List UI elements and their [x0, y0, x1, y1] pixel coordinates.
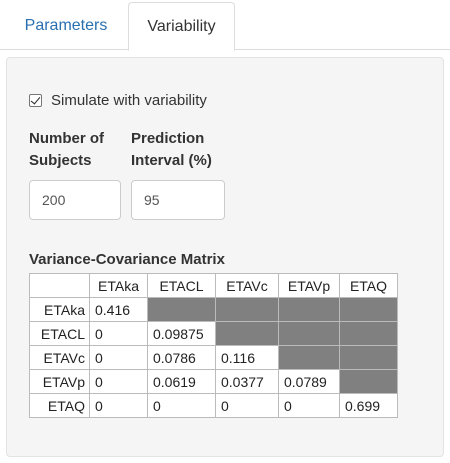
matrix-row: ETAVc 0 0.0786 0.116 [29, 345, 398, 370]
variance-covariance-matrix: ETAka ETACL ETAVc ETAVp ETAQ ETAka 0.416… [29, 273, 398, 418]
prediction-interval-label-line2: Interval (%) [131, 152, 212, 169]
matrix-cell-disabled [215, 321, 279, 346]
simulate-variability-option[interactable]: Simulate with variability [29, 90, 207, 110]
matrix-cell-disabled [215, 297, 279, 322]
simulate-variability-checkbox[interactable] [29, 93, 42, 107]
matrix-cell[interactable]: 0.0786 [147, 345, 216, 370]
matrix-row-header: ETAQ [29, 393, 90, 418]
matrix-cell-disabled [278, 297, 340, 322]
matrix-col-header: ETAVp [278, 273, 340, 298]
matrix-cell[interactable]: 0.699 [339, 393, 398, 418]
prediction-interval-label: Prediction Interval (%) [131, 128, 251, 172]
tab-variability[interactable]: Variability [128, 2, 235, 51]
matrix-cell[interactable]: 0 [89, 393, 148, 418]
matrix-cell[interactable]: 0 [215, 393, 279, 418]
matrix-row: ETACL 0 0.09875 [29, 321, 398, 346]
prediction-interval-input[interactable] [131, 180, 225, 220]
matrix-row: ETAka 0.416 [29, 297, 398, 322]
matrix-cell[interactable]: 0.09875 [147, 321, 216, 346]
matrix-row: ETAVp 0 0.0619 0.0377 0.0789 [29, 369, 398, 394]
tab-bar: Parameters Variability [0, 0, 450, 51]
matrix-col-header: ETACL [147, 273, 216, 298]
simulate-variability-label: Simulate with variability [51, 91, 207, 109]
matrix-corner-cell [29, 273, 90, 298]
subjects-input[interactable] [29, 180, 121, 220]
subjects-label-line1: Number of [29, 130, 104, 147]
matrix-cell[interactable]: 0.0789 [278, 369, 340, 394]
matrix-cell[interactable]: 0.416 [89, 297, 148, 322]
matrix-row-header: ETAVc [29, 345, 90, 370]
matrix-header-row: ETAka ETACL ETAVc ETAVp ETAQ [29, 273, 398, 298]
matrix-cell-disabled [278, 321, 340, 346]
matrix-cell[interactable]: 0.116 [215, 345, 279, 370]
tab-parameters[interactable]: Parameters [24, 17, 108, 34]
checkmark-icon [30, 93, 41, 105]
matrix-cell[interactable]: 0 [89, 345, 148, 370]
matrix-col-header: ETAVc [215, 273, 279, 298]
matrix-cell[interactable]: 0.0377 [215, 369, 279, 394]
matrix-col-header: ETAka [89, 273, 148, 298]
matrix-cell[interactable]: 0 [89, 321, 148, 346]
matrix-col-header: ETAQ [339, 273, 398, 298]
matrix-row-header: ETAka [29, 297, 90, 322]
matrix-cell-disabled [339, 297, 398, 322]
matrix-cell[interactable]: 0 [89, 369, 148, 394]
matrix-row: ETAQ 0 0 0 0 0.699 [29, 393, 398, 418]
matrix-cell-disabled [339, 321, 398, 346]
matrix-row-header: ETACL [29, 321, 90, 346]
matrix-cell-disabled [147, 297, 216, 322]
subjects-label: Number of Subjects [29, 128, 129, 172]
prediction-interval-label-line1: Prediction [131, 130, 205, 147]
matrix-row-header: ETAVp [29, 369, 90, 394]
variability-panel: Simulate with variability Number of Subj… [6, 57, 444, 457]
matrix-cell[interactable]: 0.0619 [147, 369, 216, 394]
matrix-title: Variance-Covariance Matrix [29, 251, 225, 268]
matrix-cell[interactable]: 0 [278, 393, 340, 418]
matrix-cell-disabled [339, 345, 398, 370]
matrix-cell-disabled [278, 345, 340, 370]
matrix-cell[interactable]: 0 [147, 393, 216, 418]
subjects-label-line2: Subjects [29, 152, 92, 169]
matrix-cell-disabled [339, 369, 398, 394]
